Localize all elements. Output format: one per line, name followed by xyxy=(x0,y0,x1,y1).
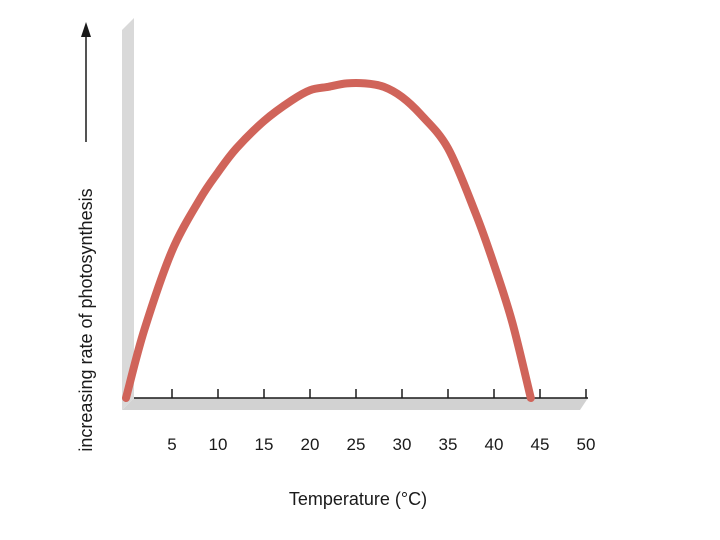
y-axis-arrowhead xyxy=(81,22,91,37)
y-axis-label: increasing rate of photosynthesis xyxy=(76,188,96,451)
x-tick-label: 30 xyxy=(393,435,412,454)
x-axis-tick-labels: 5 10 15 20 25 30 35 40 45 50 xyxy=(167,435,595,454)
x-tick-label: 15 xyxy=(255,435,274,454)
series-line-photosynthesis-rate xyxy=(122,78,535,402)
x-tick-label: 10 xyxy=(209,435,228,454)
x-tick-label: 25 xyxy=(347,435,366,454)
x-tick-label: 45 xyxy=(531,435,550,454)
chart-wall xyxy=(122,18,134,410)
x-tick-label: 5 xyxy=(167,435,176,454)
x-axis-ticks xyxy=(171,389,587,398)
x-tick-label: 50 xyxy=(577,435,596,454)
x-tick-label: 35 xyxy=(439,435,458,454)
x-tick-label: 20 xyxy=(301,435,320,454)
chart-floor xyxy=(122,398,588,410)
x-axis-label: Temperature (°C) xyxy=(289,489,427,509)
x-tick-label: 40 xyxy=(485,435,504,454)
